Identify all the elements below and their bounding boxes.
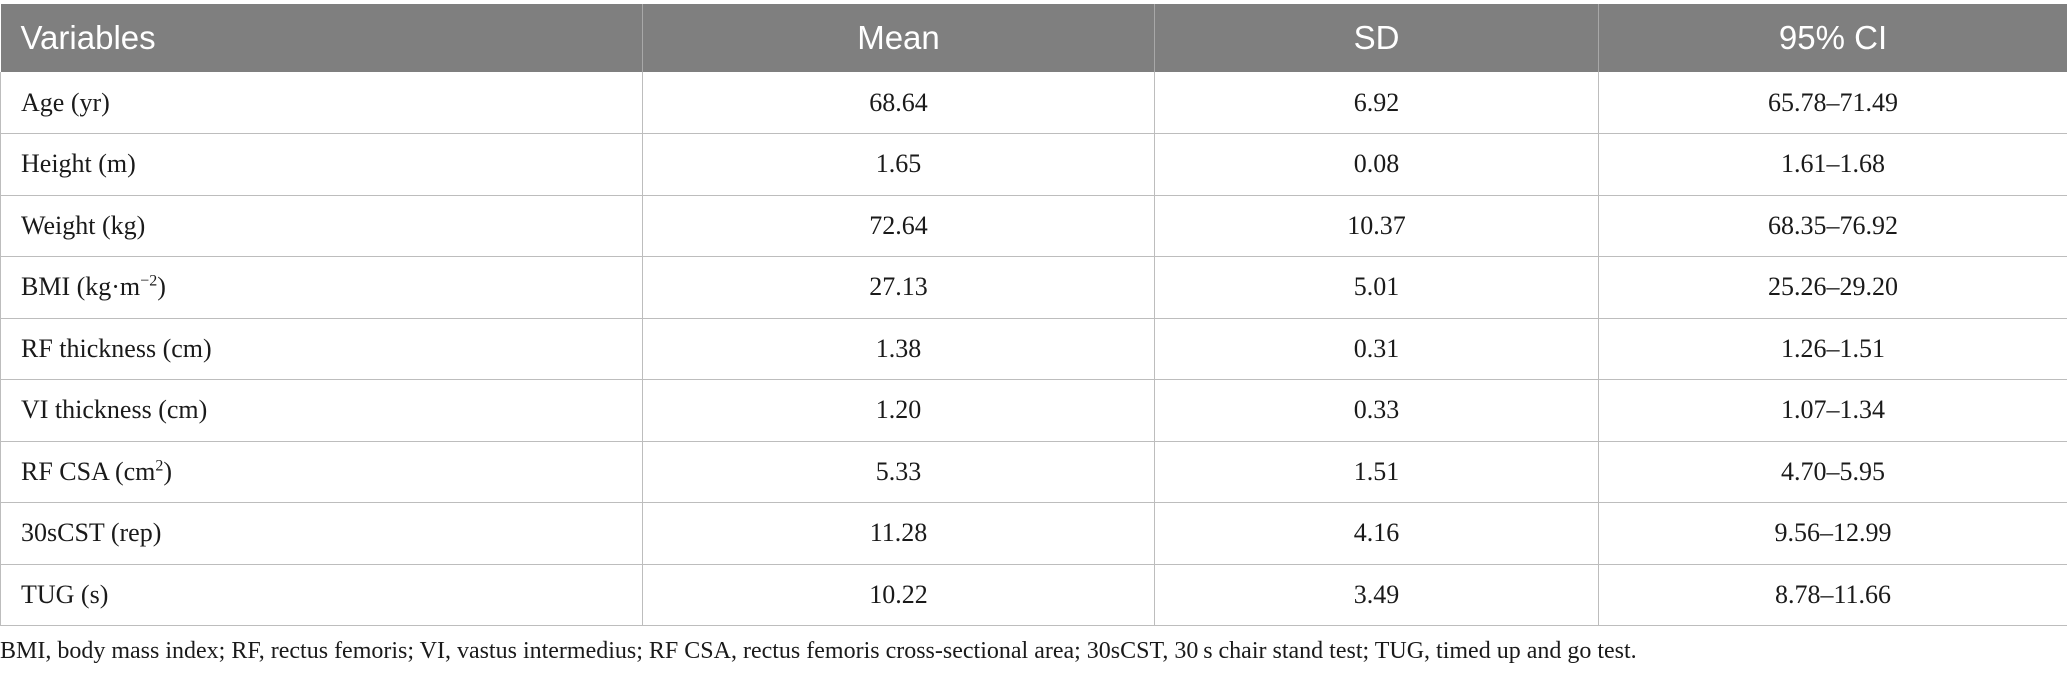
table-row: TUG (s) 10.22 3.49 8.78–11.66 [0, 563, 2067, 626]
table-header-row: Variables Mean SD 95% CI [0, 4, 2067, 72]
table-row: BMI (kg·m−2) 27.13 5.01 25.26–29.20 [0, 256, 2067, 319]
cell-variable: Height (m) [0, 133, 643, 196]
cell-mean: 11.28 [642, 502, 1155, 565]
cell-ci: 68.35–76.92 [1598, 194, 2067, 257]
table-row: 30sCST (rep) 11.28 4.16 9.56–12.99 [0, 502, 2067, 565]
cell-mean: 1.65 [642, 133, 1155, 196]
cell-variable: RF CSA (cm2) [0, 440, 643, 503]
cell-variable: BMI (kg·m−2) [0, 256, 643, 319]
table-body: Age (yr) 68.64 6.92 65.78–71.49 Height (… [0, 72, 2067, 626]
cell-sd: 0.31 [1154, 317, 1599, 380]
cell-sd: 0.08 [1154, 133, 1599, 196]
cell-variable: Age (yr) [0, 72, 643, 134]
header-sd: SD [1154, 4, 1599, 72]
cell-mean: 10.22 [642, 563, 1155, 626]
cell-sd: 3.49 [1154, 563, 1599, 626]
table-row: Height (m) 1.65 0.08 1.61–1.68 [0, 133, 2067, 196]
data-table-container: Variables Mean SD 95% CI Age (yr) 68.64 … [0, 4, 2067, 626]
cell-sd: 6.92 [1154, 72, 1599, 134]
cell-mean: 1.20 [642, 379, 1155, 442]
cell-ci: 25.26–29.20 [1598, 256, 2067, 319]
cell-mean: 1.38 [642, 317, 1155, 380]
cell-sd: 4.16 [1154, 502, 1599, 565]
table-footnote: BMI, body mass index; RF, rectus femoris… [0, 638, 1637, 664]
cell-variable: 30sCST (rep) [0, 502, 643, 565]
cell-mean: 72.64 [642, 194, 1155, 257]
header-ci: 95% CI [1598, 4, 2067, 72]
header-variables: Variables [0, 4, 643, 72]
cell-variable: TUG (s) [0, 563, 643, 626]
cell-variable: RF thickness (cm) [0, 317, 643, 380]
cell-sd: 1.51 [1154, 440, 1599, 503]
header-mean: Mean [642, 4, 1155, 72]
cell-ci: 1.26–1.51 [1598, 317, 2067, 380]
cell-ci: 9.56–12.99 [1598, 502, 2067, 565]
cell-sd: 0.33 [1154, 379, 1599, 442]
table-row: RF thickness (cm) 1.38 0.31 1.26–1.51 [0, 317, 2067, 380]
cell-sd: 10.37 [1154, 194, 1599, 257]
cell-sd: 5.01 [1154, 256, 1599, 319]
cell-ci: 1.61–1.68 [1598, 133, 2067, 196]
cell-mean: 5.33 [642, 440, 1155, 503]
table-row: RF CSA (cm2) 5.33 1.51 4.70–5.95 [0, 440, 2067, 503]
cell-variable: Weight (kg) [0, 194, 643, 257]
cell-mean: 68.64 [642, 72, 1155, 134]
cell-ci: 1.07–1.34 [1598, 379, 2067, 442]
cell-ci: 8.78–11.66 [1598, 563, 2067, 626]
table-row: VI thickness (cm) 1.20 0.33 1.07–1.34 [0, 379, 2067, 442]
descriptive-statistics-table: Variables Mean SD 95% CI Age (yr) 68.64 … [0, 4, 2067, 626]
cell-ci: 65.78–71.49 [1598, 72, 2067, 134]
cell-variable: VI thickness (cm) [0, 379, 643, 442]
table-row: Age (yr) 68.64 6.92 65.78–71.49 [0, 72, 2067, 134]
cell-mean: 27.13 [642, 256, 1155, 319]
table-row: Weight (kg) 72.64 10.37 68.35–76.92 [0, 194, 2067, 257]
cell-ci: 4.70–5.95 [1598, 440, 2067, 503]
